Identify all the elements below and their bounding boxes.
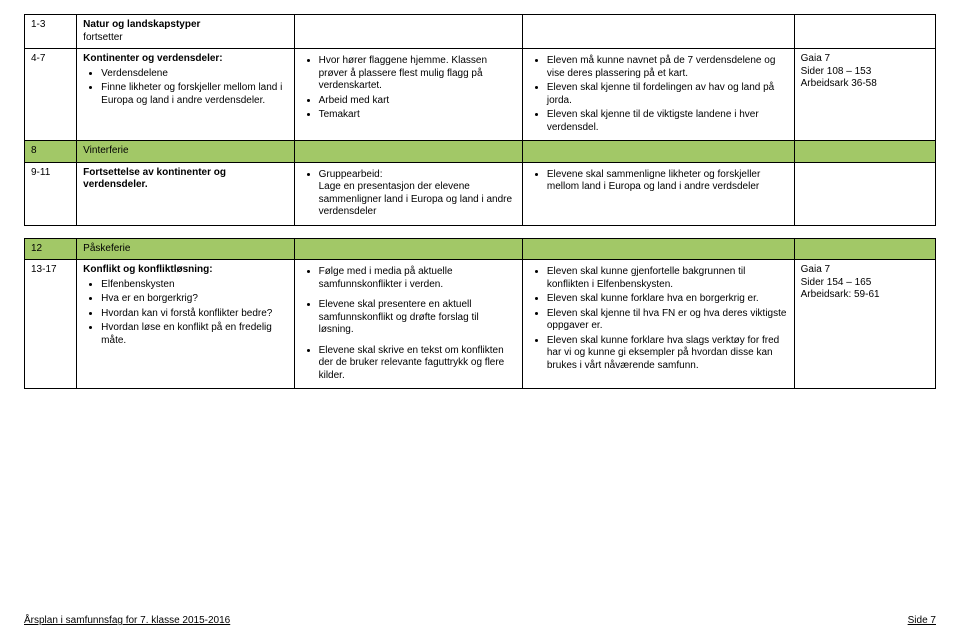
activities-list: Følge med i media på aktuelle samfunnsko… xyxy=(301,266,516,291)
table-row: 9-11 Fortsettelse av kontinenter og verd… xyxy=(25,162,936,225)
activity-body: Lage en presentasjon der elevene sammenl… xyxy=(319,181,512,217)
refs-line: Arbeidsark 36-58 xyxy=(801,78,877,89)
refs-cell xyxy=(794,162,935,225)
week-cell: 9-11 xyxy=(25,162,77,225)
activities-list: Gruppearbeid: Lage en presentasjon der e… xyxy=(301,169,516,219)
table-gap xyxy=(24,226,936,238)
list-item: Eleven skal kjenne til hva FN er og hva … xyxy=(547,308,788,333)
topic-cell: Kontinenter og verdensdeler: Verdensdele… xyxy=(77,49,294,141)
refs-line: Gaia 7 xyxy=(801,264,830,275)
goals-cell: Elevene skal sammenligne likheter og for… xyxy=(522,162,794,225)
refs-cell xyxy=(794,15,935,49)
list-item: Følge med i media på aktuelle samfunnsko… xyxy=(319,266,516,291)
list-item: Eleven skal kjenne til fordelingen av ha… xyxy=(547,82,788,107)
topic-cell: Vinterferie xyxy=(77,141,294,163)
week-cell: 4-7 xyxy=(25,49,77,141)
topic-cell: Konflikt og konfliktløsning: Elfenbensky… xyxy=(77,260,294,389)
goals-cell xyxy=(522,15,794,49)
activities-list: Elevene skal presentere en aktuell samfu… xyxy=(301,299,516,337)
list-item: Hvordan kan vi forstå konflikter bedre? xyxy=(101,308,287,321)
page-footer: Årsplan i samfunnsfag for 7. klasse 2015… xyxy=(24,615,936,626)
week-cell: 12 xyxy=(25,238,77,260)
table-row-holiday: 12 Påskeferie xyxy=(25,238,936,260)
list-item: Hva er en borgerkrig? xyxy=(101,293,287,306)
list-item: Eleven må kunne navnet på de 7 verdensde… xyxy=(547,55,788,80)
footer-left: Årsplan i samfunnsfag for 7. klasse 2015… xyxy=(24,615,230,626)
goals-list: Eleven skal kunne gjenfortelle bakgrunne… xyxy=(529,266,788,372)
goals-cell xyxy=(522,141,794,163)
list-item: Eleven skal kunne gjenfortelle bakgrunne… xyxy=(547,266,788,291)
list-item: Elevene skal presentere en aktuell samfu… xyxy=(319,299,516,337)
list-item: Finne likheter og forskjeller mellom lan… xyxy=(101,82,287,107)
refs-line: Sider 154 – 165 xyxy=(801,277,872,288)
refs-line: Arbeidsark: 59-61 xyxy=(801,289,880,300)
list-item: Elevene skal skrive en tekst om konflikt… xyxy=(319,345,516,383)
week-cell: 8 xyxy=(25,141,77,163)
refs-line: Sider 108 – 153 xyxy=(801,66,872,77)
goals-list: Eleven må kunne navnet på de 7 verdensde… xyxy=(529,55,788,134)
activities-cell: Hvor hører flaggene hjemme. Klassen prøv… xyxy=(294,49,522,141)
activities-list: Hvor hører flaggene hjemme. Klassen prøv… xyxy=(301,55,516,122)
refs-line: Gaia 7 xyxy=(801,53,830,64)
refs-cell xyxy=(794,141,935,163)
topic-cell: Natur og landskapstyper fortsetter xyxy=(77,15,294,49)
topic-cell: Fortsettelse av kontinenter og verdensde… xyxy=(77,162,294,225)
activities-cell xyxy=(294,238,522,260)
activities-cell xyxy=(294,141,522,163)
topic-cell: Påskeferie xyxy=(77,238,294,260)
list-item: Eleven skal kjenne til de viktigste land… xyxy=(547,109,788,134)
activity-lead: Gruppearbeid: xyxy=(319,169,383,180)
refs-cell: Gaia 7 Sider 108 – 153 Arbeidsark 36-58 xyxy=(794,49,935,141)
list-item: Hvor hører flaggene hjemme. Klassen prøv… xyxy=(319,55,516,93)
plan-table-2: 12 Påskeferie 13-17 Konflikt og konflikt… xyxy=(24,238,936,390)
table-row: 4-7 Kontinenter og verdensdeler: Verdens… xyxy=(25,49,936,141)
goals-cell: Eleven skal kunne gjenfortelle bakgrunne… xyxy=(522,260,794,389)
topic-list: Verdensdelene Finne likheter og forskjel… xyxy=(83,68,287,108)
topic-sub: fortsetter xyxy=(83,32,122,43)
activities-cell xyxy=(294,15,522,49)
activities-cell: Følge med i media på aktuelle samfunnsko… xyxy=(294,260,522,389)
goals-list: Elevene skal sammenligne likheter og for… xyxy=(529,169,788,194)
list-item: Elevene skal sammenligne likheter og for… xyxy=(547,169,788,194)
topic-header: Natur og landskapstyper xyxy=(83,19,200,30)
week-cell: 1-3 xyxy=(25,15,77,49)
list-item: Eleven skal kunne forklare hva slags ver… xyxy=(547,335,788,373)
list-item: Temakart xyxy=(319,109,516,122)
topic-bold: Fortsettelse av kontinenter og verdensde… xyxy=(83,167,226,191)
footer-right: Side 7 xyxy=(908,615,936,626)
table-row: 13-17 Konflikt og konfliktløsning: Elfen… xyxy=(25,260,936,389)
refs-cell xyxy=(794,238,935,260)
table-row: 1-3 Natur og landskapstyper fortsetter xyxy=(25,15,936,49)
list-item: Gruppearbeid: Lage en presentasjon der e… xyxy=(319,169,516,219)
topic-list: Elfenbenskysten Hva er en borgerkrig? Hv… xyxy=(83,279,287,348)
topic-header: Kontinenter og verdensdeler: xyxy=(83,53,222,64)
list-item: Elfenbenskysten xyxy=(101,279,287,292)
week-cell: 13-17 xyxy=(25,260,77,389)
list-item: Verdensdelene xyxy=(101,68,287,81)
list-item: Arbeid med kart xyxy=(319,95,516,108)
list-item: Hvordan løse en konflikt på en fredelig … xyxy=(101,322,287,347)
goals-cell: Eleven må kunne navnet på de 7 verdensde… xyxy=(522,49,794,141)
list-item: Eleven skal kunne forklare hva en borger… xyxy=(547,293,788,306)
activities-list: Elevene skal skrive en tekst om konflikt… xyxy=(301,345,516,383)
table-row-holiday: 8 Vinterferie xyxy=(25,141,936,163)
refs-cell: Gaia 7 Sider 154 – 165 Arbeidsark: 59-61 xyxy=(794,260,935,389)
activities-cell: Gruppearbeid: Lage en presentasjon der e… xyxy=(294,162,522,225)
goals-cell xyxy=(522,238,794,260)
topic-header: Konflikt og konfliktløsning: xyxy=(83,264,212,275)
plan-table-1: 1-3 Natur og landskapstyper fortsetter 4… xyxy=(24,14,936,226)
